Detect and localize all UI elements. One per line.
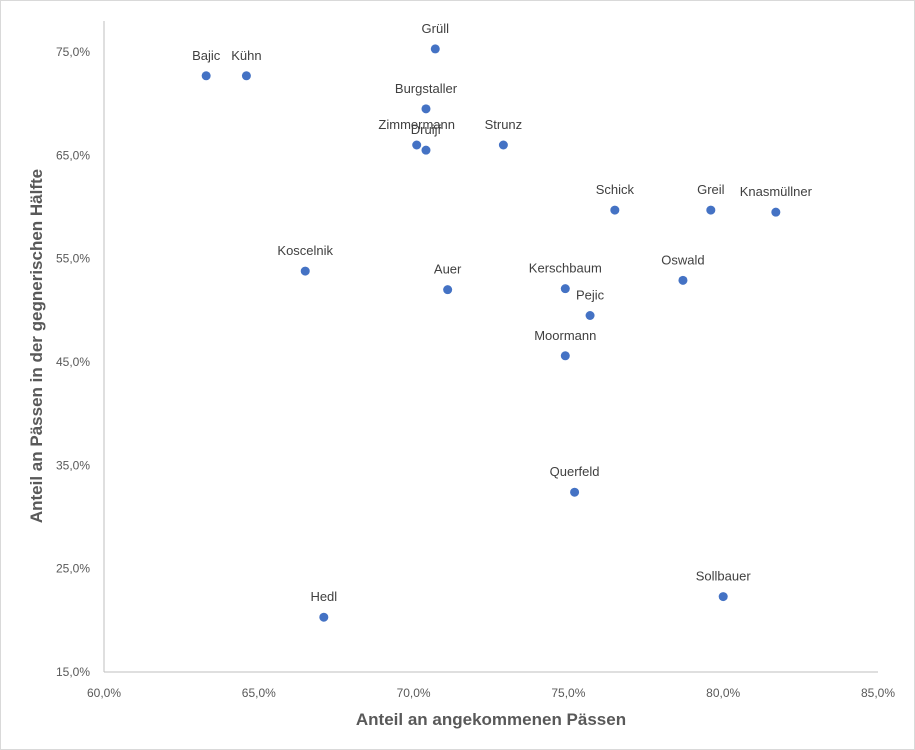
data-label: Bajic [192, 48, 221, 63]
data-point-pejic [585, 311, 595, 320]
data-point-sollbauer [718, 592, 728, 602]
data-point-koscelnik [300, 266, 310, 276]
data-point-zimmermann [412, 140, 422, 150]
data-label: Knasmüllner [740, 184, 813, 199]
data-label: Grüll [422, 21, 450, 36]
data-labels: Grüll Bajic Kühn Burgstaller ZimmermannDruij… [192, 21, 813, 604]
y-tick-label: 45,0% [56, 355, 90, 369]
data-label: Druijf [411, 122, 442, 137]
data-label: Strunz [485, 117, 523, 132]
data-label: Kerschbaum [529, 261, 602, 276]
y-tick-label: 75,0% [56, 45, 90, 59]
x-tick-label: 60,0% [87, 686, 121, 700]
x-tick-label: 70,0% [397, 686, 431, 700]
x-tick-label: 80,0% [706, 686, 740, 700]
y-tick-label: 65,0% [56, 148, 90, 162]
data-point-moormann [560, 351, 570, 361]
data-label: Kühn [231, 48, 261, 63]
data-point-hedl [319, 612, 329, 622]
data-label: Burgstaller [395, 81, 458, 96]
x-tick-label: 75,0% [551, 686, 585, 700]
data-point-auer [443, 285, 453, 295]
data-point-querfeld [570, 487, 580, 497]
data-label: Sollbauer [696, 569, 752, 584]
data-points [201, 44, 781, 622]
axes [103, 21, 878, 673]
data-point-bajic [201, 71, 211, 81]
data-label: Koscelnik [277, 243, 333, 258]
data-point-oswald [678, 275, 688, 285]
data-point-knasmüllner [771, 207, 781, 217]
data-label: Moormann [534, 328, 596, 343]
data-label: Greil [697, 182, 725, 197]
y-tick-label: 35,0% [56, 458, 90, 472]
data-point-schick [610, 205, 620, 215]
data-point-greil [706, 205, 716, 215]
y-tick-label: 15,0% [56, 665, 90, 679]
y-axis-title: Anteil an Pässen in der gegnerischen Häl… [27, 169, 46, 523]
data-label: Auer [434, 262, 462, 277]
data-label: Schick [596, 182, 635, 197]
y-tick-label: 25,0% [56, 562, 90, 576]
data-point-druijf [421, 145, 431, 155]
x-tick-label: 85,0% [861, 686, 895, 700]
data-point-strunz [498, 140, 508, 150]
data-label: Zimmermann [378, 117, 455, 132]
data-point-grüll [430, 44, 440, 54]
data-point-burgstaller [421, 104, 431, 114]
data-label: Pejic [576, 288, 605, 303]
data-point-kühn [241, 71, 251, 81]
tick-labels: 60,0% 65,0% 70,0% 75,0% 80,0% 85,0% 15,0% 25,0%… [56, 45, 895, 700]
data-point-kerschbaum [560, 284, 570, 294]
data-label: Querfeld [550, 464, 600, 479]
x-tick-label: 65,0% [242, 686, 276, 700]
x-axis-title: Anteil an angekommenen Pässen [356, 710, 626, 729]
data-label: Hedl [310, 589, 337, 604]
data-label: Oswald [661, 252, 704, 267]
y-tick-label: 55,0% [56, 252, 90, 266]
